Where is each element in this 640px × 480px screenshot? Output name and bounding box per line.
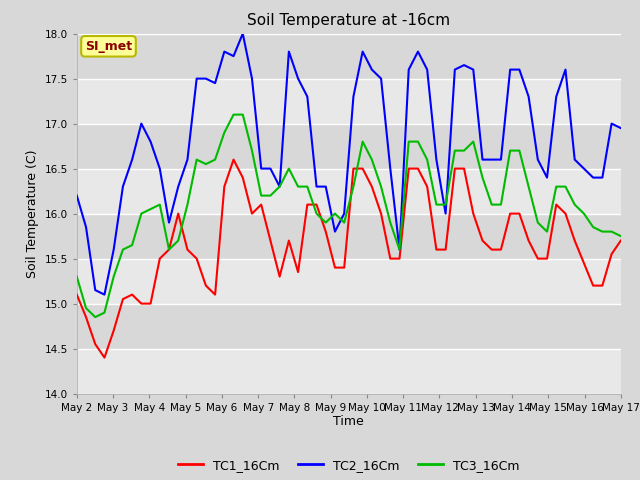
Y-axis label: Soil Temperature (C): Soil Temperature (C) xyxy=(26,149,39,278)
Bar xyxy=(77,214,621,259)
Bar xyxy=(77,168,621,214)
Bar xyxy=(77,34,621,79)
Bar xyxy=(77,123,621,168)
Bar xyxy=(77,303,621,348)
Bar xyxy=(77,348,621,394)
Text: SI_met: SI_met xyxy=(85,40,132,53)
Legend: TC1_16Cm, TC2_16Cm, TC3_16Cm: TC1_16Cm, TC2_16Cm, TC3_16Cm xyxy=(173,454,525,477)
X-axis label: Time: Time xyxy=(333,415,364,429)
Title: Soil Temperature at -16cm: Soil Temperature at -16cm xyxy=(247,13,451,28)
Bar xyxy=(77,259,621,303)
Bar xyxy=(77,79,621,123)
